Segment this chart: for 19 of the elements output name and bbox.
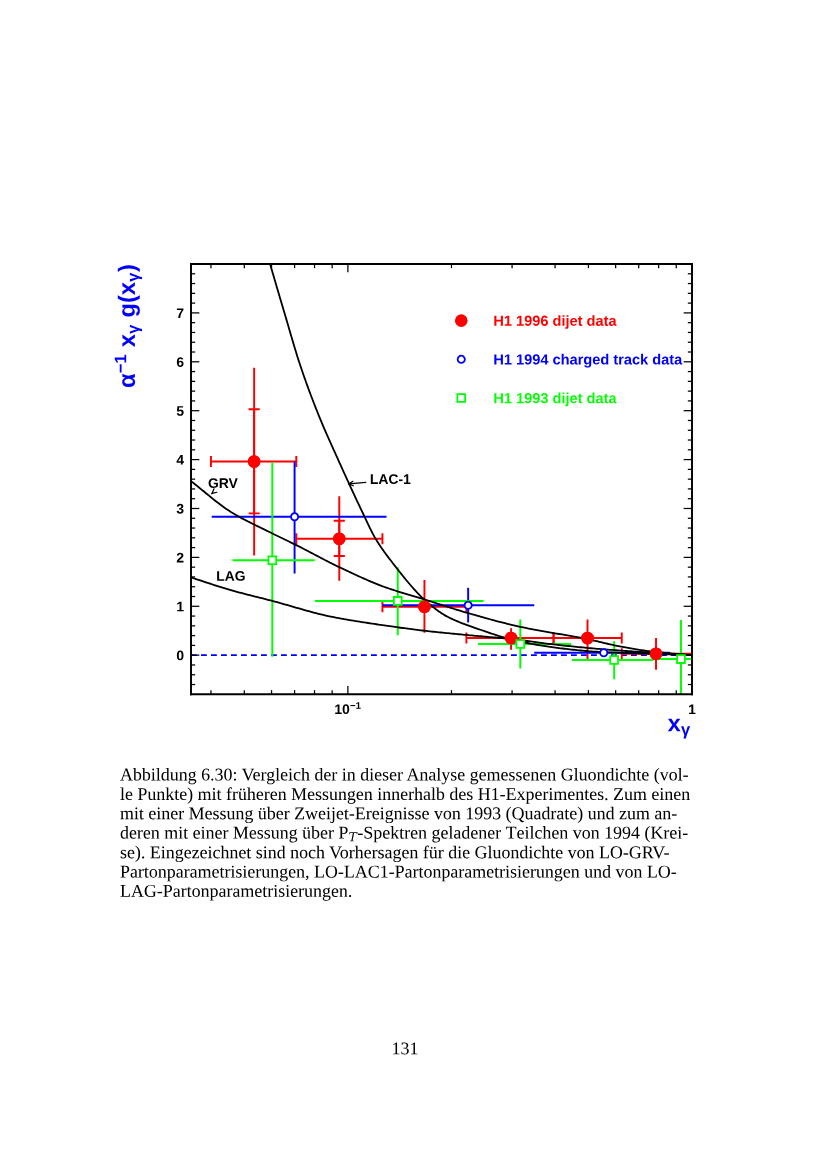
x-axis-title: x$_{γ}$ [667, 718, 691, 739]
y-tick-label: 4 [176, 455, 184, 465]
y-tick-label: 1 [177, 601, 184, 612]
annotation: LAG [217, 570, 245, 581]
text: Abbildung 6.30: Vergleich der in dieser Analyse gemessenen Gluondichte (vol- le Punkte) mit früheren Messungen innerhalb des H1-Experimentes. Zum einen mit einer Messung über Zweijet-Ereignisse von 1993 (Quadrate) und zum an- deren mit einer Messung über P$_{T}$-Spektren geladener Teilchen von 1994 (Krei- se). Eingezeichnet sind noch Vorhersagen für die Gluondichte von LO-GRV- Partonparametrisierungen, LO-LAC1-Partonparametrisierungen und von LO- LAG-Partonparametrisierungen. [120, 768, 690, 901]
annotation: GRV [208, 478, 238, 489]
text: 131 [393, 1042, 418, 1055]
y-tick-label: 5 [176, 406, 184, 416]
legend-label: H1 1996 dijet data [494, 315, 617, 329]
y-tick-label: 2 [176, 552, 184, 563]
y-axis-title: α$^{−1}$ x$_{γ}$ g(x$_{γ}$) [114, 265, 143, 388]
annotation: LAC-1 [370, 474, 411, 485]
legend-label: H1 1994 charged track data [494, 353, 683, 368]
x-tick-label: 10$^{−1}$ [335, 702, 361, 715]
y-tick-label: 0 [176, 650, 184, 661]
y-tick-label: 7 [176, 308, 184, 318]
y-tick-label: 3 [176, 503, 184, 514]
y-tick-label: 6 [176, 357, 184, 367]
legend-label: H1 1993 dijet data [494, 392, 617, 407]
